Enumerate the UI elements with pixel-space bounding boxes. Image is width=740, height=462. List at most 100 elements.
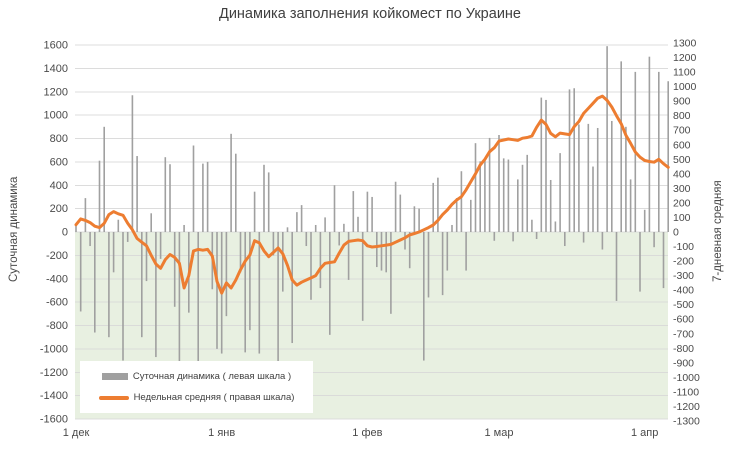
daily-bar — [169, 164, 171, 232]
y-axis-tick-left: -1200 — [40, 367, 68, 379]
daily-bar — [282, 232, 284, 292]
y-axis-tick-left: 1400 — [44, 63, 68, 75]
y-axis-tick-right: -1100 — [673, 386, 699, 398]
daily-bar — [601, 232, 604, 250]
y-axis-tick-right: 0 — [673, 227, 679, 239]
daily-bar — [432, 182, 434, 232]
y-axis-tick-right: 200 — [673, 197, 691, 209]
daily-bar — [502, 158, 505, 232]
daily-bar — [314, 224, 317, 232]
daily-bar — [573, 88, 575, 233]
daily-bar — [343, 223, 345, 232]
daily-bar — [291, 232, 293, 344]
daily-bar — [192, 145, 195, 232]
daily-bar — [300, 205, 303, 232]
y-axis-tick-left: -400 — [46, 273, 68, 285]
daily-bar — [568, 89, 571, 232]
y-axis-tick-left: 800 — [50, 133, 68, 145]
daily-bar — [460, 171, 463, 232]
daily-bar — [329, 232, 331, 335]
daily-bar — [225, 232, 228, 317]
y-axis-tick-left: 400 — [50, 180, 68, 192]
legend-line-swatch — [98, 395, 129, 400]
daily-bar — [89, 232, 91, 247]
daily-bar — [380, 232, 383, 271]
daily-bar — [446, 232, 449, 271]
daily-bar — [653, 232, 655, 248]
daily-bar — [376, 232, 378, 268]
y-axis-tick-left: -600 — [46, 297, 68, 309]
daily-bar — [517, 179, 519, 232]
daily-bar — [305, 232, 308, 247]
daily-bar — [615, 232, 618, 301]
daily-bar — [366, 191, 369, 232]
daily-bar — [507, 159, 510, 232]
daily-bar — [239, 232, 242, 273]
daily-bar — [141, 232, 143, 338]
daily-bar — [512, 232, 514, 242]
y-axis-tick-right: 1000 — [673, 81, 697, 93]
daily-bar — [249, 232, 251, 331]
weekly-average-line — [74, 94, 670, 295]
daily-bar — [216, 232, 218, 349]
daily-bar — [423, 232, 425, 361]
daily-bar — [126, 232, 129, 242]
daily-bar — [84, 198, 87, 232]
daily-bar — [667, 81, 669, 232]
daily-bar — [310, 232, 312, 300]
daily-bar — [357, 216, 359, 232]
daily-bar — [131, 95, 134, 232]
daily-bar — [639, 232, 641, 292]
legend-label-weekly: Недельная средняя ( правая шкала) — [133, 392, 295, 403]
daily-bar — [418, 208, 420, 232]
daily-bar — [352, 191, 355, 232]
daily-bar — [559, 153, 561, 232]
daily-bar — [150, 213, 152, 232]
daily-bar — [465, 232, 467, 271]
daily-bar — [178, 232, 181, 369]
daily-bar — [164, 157, 167, 232]
daily-bar — [333, 185, 336, 232]
daily-bar — [319, 232, 322, 289]
daily-bar — [253, 191, 256, 232]
daily-bar — [286, 227, 289, 232]
y-axis-tick-right: -1000 — [673, 372, 700, 384]
x-axis-month-label: 1 фев — [352, 427, 382, 439]
y-axis-tick-left: 1000 — [44, 110, 68, 122]
daily-bar — [535, 232, 538, 240]
daily-bar — [235, 153, 237, 232]
daily-bar — [620, 61, 622, 232]
daily-bar — [197, 232, 199, 363]
daily-bar — [554, 221, 557, 232]
y-axis-tick-left: 0 — [62, 227, 68, 239]
daily-bar — [578, 124, 580, 232]
y-axis-tick-right: -1300 — [673, 416, 700, 428]
daily-bar — [117, 219, 120, 232]
daily-bar — [437, 177, 439, 232]
daily-bar — [202, 163, 204, 232]
daily-bar — [596, 127, 599, 232]
y-axis-tick-left: 1600 — [44, 40, 68, 52]
daily-bar — [404, 232, 406, 250]
y-axis-tick-right: 1200 — [673, 52, 697, 64]
y-axis-tick-right: 800 — [673, 110, 691, 122]
daily-bar — [173, 232, 176, 307]
y-axis-tick-left: 600 — [50, 156, 68, 168]
daily-bar — [159, 232, 162, 259]
daily-bar — [587, 123, 590, 232]
daily-bar — [361, 232, 364, 321]
daily-bar — [408, 232, 411, 269]
y-axis-tick-left: -1400 — [40, 390, 68, 402]
daily-bar — [230, 133, 232, 232]
y-axis-tick-right: 1300 — [673, 38, 697, 50]
legend-bar-swatch — [101, 373, 128, 380]
y-axis-tick-right: -800 — [673, 343, 694, 355]
daily-bar — [296, 212, 298, 232]
daily-bar — [662, 232, 665, 289]
daily-bar — [145, 232, 148, 282]
daily-bar — [629, 179, 632, 232]
y-axis-tick-right: -200 — [673, 256, 694, 268]
daily-bar — [94, 232, 96, 333]
daily-bar — [479, 161, 481, 232]
